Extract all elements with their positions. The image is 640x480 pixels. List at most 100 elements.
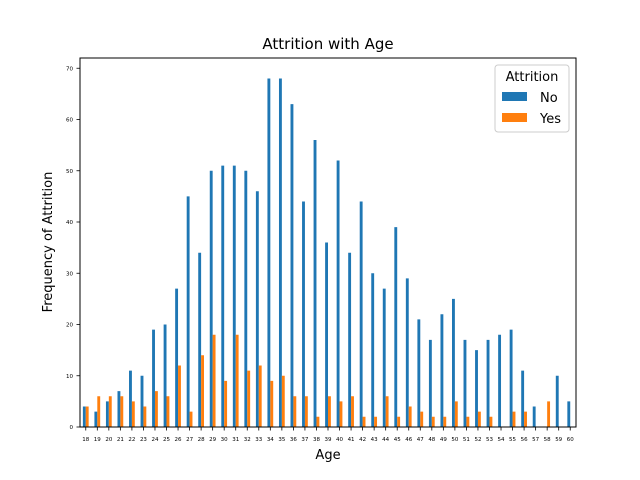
bar-no-55: [509, 329, 513, 428]
bar-yes-49: [443, 416, 447, 427]
y-axis-label: Frequency of Attrition: [41, 172, 56, 313]
bar-no-25: [163, 324, 167, 427]
y-tick-label-40: 40: [66, 220, 73, 226]
x-tick-label-38: 38: [313, 437, 320, 443]
bar-no-38: [313, 140, 317, 427]
x-tick-label-28: 28: [198, 437, 205, 443]
legend-label-yes: Yes: [539, 112, 561, 127]
y-tick-label-60: 60: [66, 118, 73, 124]
bar-yes-42: [362, 416, 366, 427]
x-tick-label-39: 39: [325, 437, 332, 443]
x-tick-label-56: 56: [521, 437, 528, 443]
y-tick-label-0: 0: [70, 425, 74, 431]
bar-no-31: [232, 165, 236, 428]
x-tick-label-31: 31: [232, 437, 239, 443]
x-tick-label-52: 52: [474, 437, 481, 443]
x-tick-label-48: 48: [428, 437, 435, 443]
x-tick-label-30: 30: [221, 437, 228, 443]
x-tick-label-44: 44: [382, 437, 389, 443]
y-tick-label-30: 30: [66, 271, 73, 277]
x-tick-label-41: 41: [348, 437, 355, 443]
bar-yes-29: [212, 334, 216, 427]
bar-no-34: [267, 78, 271, 427]
y-tick-label-10: 10: [66, 374, 73, 380]
bar-no-21: [117, 391, 121, 428]
x-tick-label-24: 24: [151, 437, 158, 443]
x-tick-label-49: 49: [440, 437, 447, 443]
bar-no-20: [105, 401, 109, 428]
x-tick-label-22: 22: [128, 437, 135, 443]
x-tick-label-21: 21: [117, 437, 124, 443]
bar-yes-44: [385, 396, 389, 427]
x-tick-label-60: 60: [567, 437, 574, 443]
x-tick-label-25: 25: [163, 437, 170, 443]
x-tick-label-58: 58: [544, 437, 551, 443]
legend-swatch-yes: [502, 113, 527, 122]
x-tick-label-57: 57: [532, 437, 539, 443]
bar-yes-18: [85, 406, 89, 427]
bar-yes-25: [166, 396, 170, 427]
y-tick-label-20: 20: [66, 323, 73, 329]
bar-no-60: [567, 401, 571, 428]
bar-no-39: [325, 242, 328, 427]
bar-no-44: [382, 288, 386, 428]
bar-yes-20: [108, 396, 112, 427]
bar-no-33: [255, 191, 259, 427]
x-tick-label-53: 53: [486, 437, 493, 443]
bar-no-48: [428, 339, 432, 428]
bar-no-37: [302, 201, 305, 427]
bar-yes-31: [235, 334, 239, 427]
x-tick-label-42: 42: [359, 437, 366, 443]
bar-yes-34: [270, 380, 274, 428]
bar-yes-23: [143, 406, 147, 427]
bar-no-52: [475, 350, 478, 428]
bar-no-56: [521, 370, 525, 428]
x-tick-label-35: 35: [278, 437, 285, 443]
x-tick-label-51: 51: [463, 437, 470, 443]
bar-yes-51: [466, 416, 470, 427]
y-ticks: 0 10 20 30 40 50 60 70: [66, 66, 80, 431]
bar-yes-24: [154, 391, 158, 428]
bar-yes-56: [524, 411, 527, 428]
x-tick-label-27: 27: [186, 437, 193, 443]
x-tick-label-45: 45: [394, 437, 401, 443]
bar-yes-40: [339, 401, 343, 428]
bar-yes-47: [420, 411, 424, 428]
bar-no-36: [290, 104, 294, 428]
bar-no-35: [278, 78, 282, 427]
bar-no-53: [486, 339, 490, 428]
x-tick-label-50: 50: [451, 437, 458, 443]
bar-yes-19: [97, 396, 101, 427]
bar-yes-22: [131, 401, 135, 428]
bar-yes-35: [281, 375, 285, 427]
x-tick-label-43: 43: [371, 437, 378, 443]
bar-no-23: [140, 375, 144, 427]
bar-yes-46: [408, 406, 412, 427]
bar-yes-37: [304, 396, 308, 427]
bar-no-51: [463, 339, 467, 428]
x-ticks: 18 19 20 21 22 23 24 25 26 27 28 29 30 31 32 33 34 35 36 37…: [82, 427, 574, 443]
bar-no-43: [371, 273, 375, 427]
bar-no-42: [359, 201, 363, 427]
x-tick-label-19: 19: [94, 437, 101, 443]
bar-no-57: [532, 406, 536, 427]
bar-no-54: [498, 334, 502, 427]
bar-no-27: [186, 196, 190, 428]
bar-no-41: [348, 252, 352, 427]
x-tick-label-33: 33: [255, 437, 262, 443]
bar-no-49: [440, 314, 444, 427]
bar-yes-28: [201, 355, 204, 427]
bar-yes-45: [397, 416, 401, 427]
bar-yes-53: [489, 416, 493, 427]
chart-title: Attrition with Age: [262, 35, 393, 53]
bar-yes-27: [189, 411, 193, 428]
x-tick-label-26: 26: [175, 437, 182, 443]
bar-no-40: [336, 160, 340, 427]
x-tick-label-55: 55: [509, 437, 516, 443]
bar-no-50: [452, 298, 455, 428]
x-tick-label-47: 47: [417, 437, 424, 443]
x-axis-label: Age: [315, 448, 340, 463]
bar-yes-43: [374, 416, 378, 427]
x-tick-label-59: 59: [555, 437, 562, 443]
